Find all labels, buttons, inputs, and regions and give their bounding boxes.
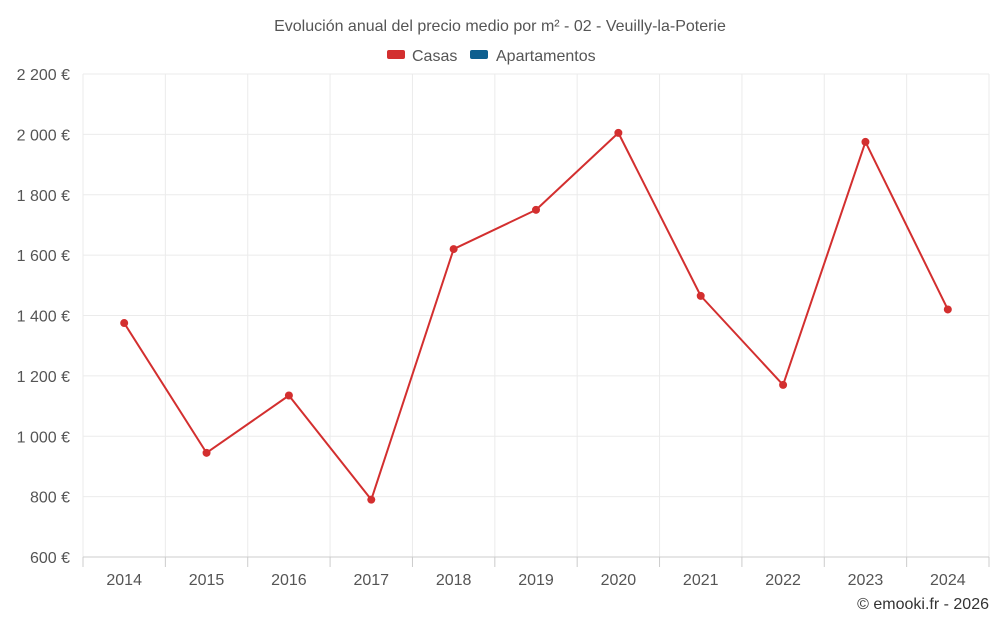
data-point[interactable]	[943, 305, 952, 314]
data-point[interactable]	[696, 291, 705, 300]
legend-label-casas: Casas	[412, 48, 457, 65]
legend: Casas Apartamentos	[387, 48, 596, 65]
credit: © emooki.fr - 2026	[857, 596, 989, 613]
y-axis: 600 € 800 € 1 000 € 1 200 € 1 400 € 1 600 € 1 …	[17, 67, 70, 567]
data-point[interactable]	[614, 128, 623, 137]
y-tick-label: 2 000 €	[17, 127, 70, 144]
series-casas	[120, 128, 952, 504]
x-tick-label: 2014	[106, 572, 142, 589]
x-tick-label: 2017	[353, 572, 389, 589]
data-point[interactable]	[284, 391, 293, 400]
y-tick-label: 1 400 €	[17, 309, 70, 326]
grid	[82, 73, 990, 557]
data-point[interactable]	[367, 495, 376, 504]
y-tick-label: 1 800 €	[17, 188, 70, 205]
x-tick-label: 2019	[518, 572, 554, 589]
y-tick-label: 2 200 €	[17, 67, 70, 84]
legend-swatch-apartamentos	[470, 50, 488, 59]
data-point[interactable]	[120, 319, 129, 328]
legend-item-casas[interactable]: Casas	[387, 48, 457, 65]
legend-item-apartamentos[interactable]: Apartamentos	[470, 48, 596, 65]
y-tick-label: 1 600 €	[17, 248, 70, 265]
y-tick-label: 600 €	[30, 550, 70, 567]
data-point[interactable]	[532, 205, 540, 214]
chart-title: Evolución anual del precio medio por m² …	[274, 18, 726, 35]
x-tick-label: 2023	[848, 572, 884, 589]
data-point[interactable]	[779, 380, 788, 389]
data-point[interactable]	[202, 448, 211, 457]
y-tick-label: 1 200 €	[17, 369, 70, 386]
x-tick-label: 2016	[271, 572, 307, 589]
data-point[interactable]	[861, 137, 870, 146]
y-tick-label: 1 000 €	[17, 429, 70, 446]
legend-label-apartamentos: Apartamentos	[496, 48, 596, 65]
x-tick-label: 2018	[436, 572, 472, 589]
x-tick-label: 2024	[930, 572, 966, 589]
data-point[interactable]	[449, 245, 458, 254]
legend-swatch-casas	[387, 50, 405, 59]
x-tick-label: 2021	[683, 572, 719, 589]
y-tick-label: 800 €	[30, 490, 70, 507]
x-tick-label: 2015	[189, 572, 225, 589]
x-axis: 2014 2015 2016 2017 2018 2019 2020 2021 2022 2023…	[82, 556, 990, 589]
x-tick-label: 2022	[765, 572, 801, 589]
x-tick-label: 2020	[601, 572, 637, 589]
